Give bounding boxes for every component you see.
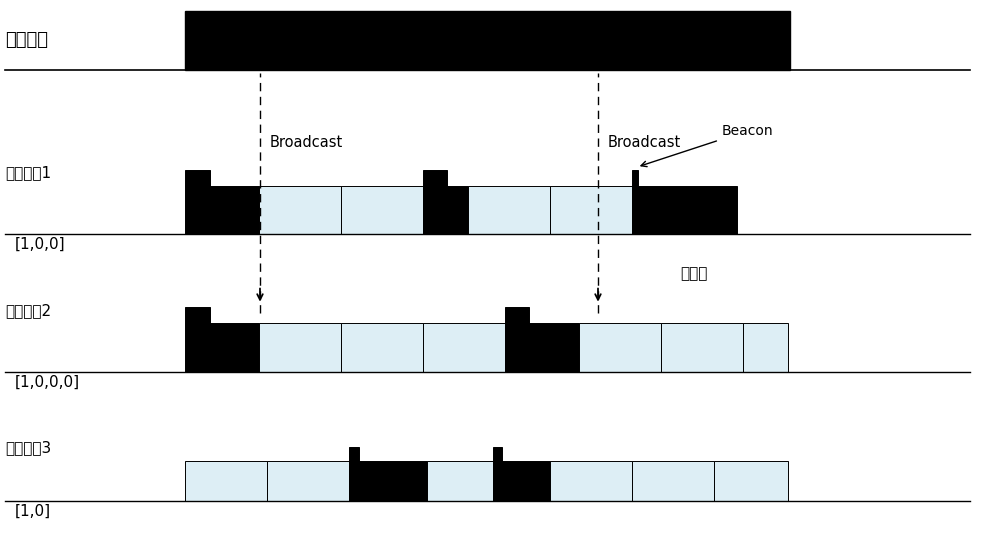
- Bar: [259, 323, 341, 372]
- Bar: [579, 323, 661, 372]
- Bar: [341, 323, 423, 372]
- Bar: [643, 186, 737, 234]
- Bar: [341, 186, 423, 234]
- Bar: [185, 170, 210, 186]
- Bar: [505, 307, 529, 323]
- Text: Broadcast: Broadcast: [270, 135, 343, 150]
- Bar: [550, 186, 632, 234]
- Bar: [505, 323, 579, 372]
- Bar: [505, 461, 550, 501]
- Bar: [714, 461, 788, 501]
- Bar: [423, 170, 447, 186]
- Bar: [185, 307, 210, 323]
- Bar: [423, 323, 505, 372]
- Bar: [185, 11, 790, 70]
- Text: 接收节点1: 接收节点1: [5, 165, 51, 181]
- Bar: [632, 170, 638, 186]
- Bar: [492, 447, 502, 461]
- Bar: [550, 461, 632, 501]
- Bar: [743, 323, 788, 372]
- Bar: [427, 461, 492, 501]
- Text: Broadcast: Broadcast: [608, 135, 681, 150]
- Bar: [259, 186, 341, 234]
- Bar: [349, 447, 359, 461]
- Text: [1,0,0,0]: [1,0,0,0]: [15, 375, 80, 390]
- Text: Beacon: Beacon: [641, 124, 774, 167]
- Bar: [185, 186, 259, 234]
- Bar: [632, 461, 714, 501]
- Text: 接收节点2: 接收节点2: [5, 303, 51, 318]
- Text: 接收节点3: 接收节点3: [5, 440, 51, 455]
- Text: [1,0]: [1,0]: [15, 504, 51, 519]
- Text: [1,0,0]: [1,0,0]: [15, 237, 66, 252]
- Bar: [632, 186, 643, 234]
- Bar: [492, 461, 505, 501]
- Bar: [361, 461, 427, 501]
- Bar: [185, 461, 267, 501]
- Text: 唤醒槽: 唤醒槽: [680, 266, 707, 281]
- Bar: [423, 186, 468, 234]
- Bar: [468, 186, 550, 234]
- Bar: [185, 323, 259, 372]
- Bar: [267, 461, 349, 501]
- Text: 发送节点: 发送节点: [5, 31, 48, 50]
- Bar: [661, 323, 743, 372]
- Bar: [349, 461, 361, 501]
